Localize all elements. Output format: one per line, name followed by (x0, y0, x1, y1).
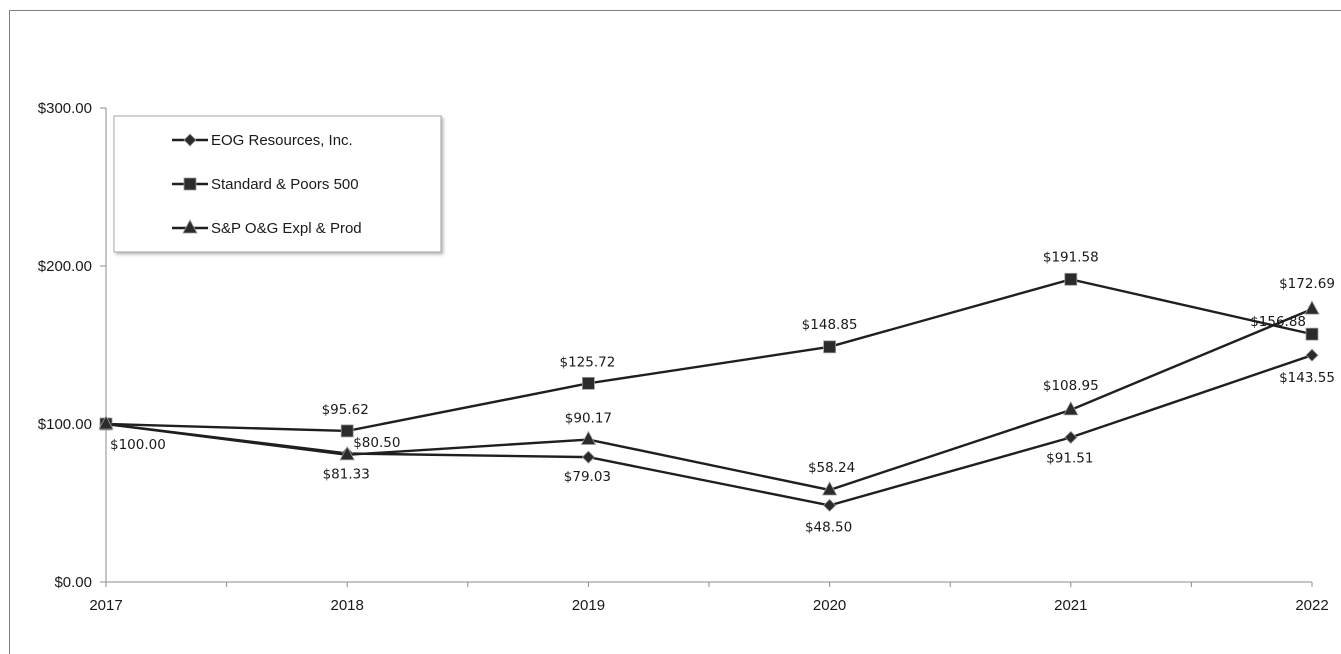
data-point-diamond (823, 498, 837, 512)
data-label: $48.50 (805, 519, 852, 535)
legend-label: EOG Resources, Inc. (211, 132, 353, 149)
y-tick-label: $200.00 (38, 258, 92, 275)
x-tick-label: 2017 (89, 597, 122, 614)
series-line-square (105, 278, 1313, 433)
data-label: $156.88 (1250, 314, 1306, 330)
data-point-diamond (1064, 430, 1078, 444)
y-tick-label: $300.00 (38, 100, 92, 117)
x-tick-label: 2020 (813, 597, 846, 614)
data-label: $148.85 (802, 317, 858, 333)
data-label: $125.72 (559, 354, 615, 370)
series-line-triangle (105, 308, 1313, 492)
x-tick-label: 2018 (331, 597, 364, 614)
data-labels: $100.00 $81.33 $79.03 $48.50 $91.51 $143.55 $9… (110, 249, 1335, 535)
data-point-triangle (580, 430, 597, 445)
legend-marker-square (183, 177, 197, 191)
data-point-square (1064, 272, 1078, 286)
data-point-square (1305, 327, 1319, 341)
data-label: $58.24 (808, 460, 855, 476)
data-label: $143.55 (1279, 370, 1335, 386)
data-point-diamond (581, 450, 595, 464)
legend-marker-diamond (183, 133, 197, 147)
data-point-triangle (98, 415, 114, 430)
data-point-square (823, 340, 836, 354)
data-label: $91.51 (1046, 450, 1093, 466)
data-point-triangle (1304, 300, 1320, 315)
data-point-triangle (821, 481, 838, 496)
data-label: $90.17 (565, 411, 612, 427)
data-point-triangle (339, 445, 355, 461)
data-label: $81.33 (323, 466, 370, 482)
data-label: $108.95 (1043, 378, 1099, 394)
data-label: $95.62 (322, 402, 369, 418)
chart-frame (9, 10, 1341, 654)
y-tick-label: $0.00 (54, 574, 92, 591)
legend-label: Standard & Poors 500 (211, 176, 359, 193)
x-tick-label: 2022 (1295, 597, 1328, 614)
data-label: $100.00 (110, 437, 166, 453)
legend-box (113, 115, 442, 253)
data-point-square (582, 376, 595, 390)
data-point-triangle (1063, 401, 1079, 416)
series-layer (98, 272, 1320, 512)
data-label: $172.69 (1279, 276, 1335, 292)
x-tick-label: 2019 (572, 597, 605, 614)
data-label: $80.50 (353, 435, 400, 451)
data-point-diamond (1305, 348, 1319, 362)
axes: $0.00 $100.00 $200.00 $300.00 2017 2018 2019 20… (38, 100, 1329, 614)
y-tick-label: $100.00 (38, 416, 92, 433)
x-tick-label: 2021 (1054, 597, 1087, 614)
data-label: $79.03 (564, 469, 611, 485)
legend-label: S&P O&G Expl & Prod (211, 220, 362, 237)
legend: EOG Resources, Inc. Standard & Poors 500 S… (113, 115, 442, 253)
data-label: $191.58 (1043, 249, 1099, 265)
data-point-square (340, 424, 354, 438)
legend-marker-triangle (182, 219, 198, 234)
